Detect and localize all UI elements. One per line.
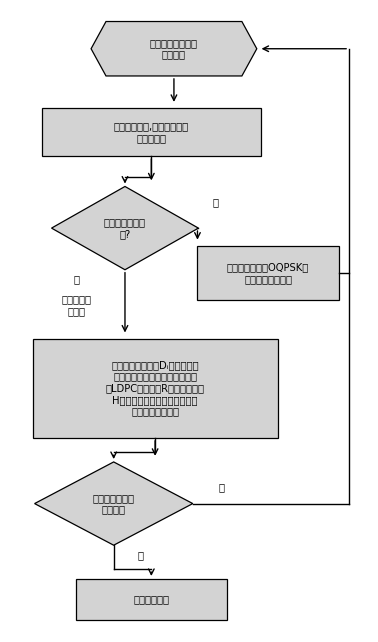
FancyBboxPatch shape <box>42 108 260 156</box>
Polygon shape <box>35 462 193 545</box>
Text: 接收完所有的遥
测数据？: 接收完所有的遥 测数据？ <box>93 493 135 514</box>
Polygon shape <box>91 22 257 76</box>
Text: 结束本次通信: 结束本次通信 <box>133 594 169 605</box>
FancyBboxPatch shape <box>76 579 227 620</box>
Text: 否: 否 <box>218 483 224 492</box>
Text: 初始化解调状态和
校验结果: 初始化解调状态和 校验结果 <box>150 38 198 60</box>
Text: 接收无线信号,根据信号的长
度进行判断: 接收无线信号,根据信号的长 度进行判断 <box>114 121 189 143</box>
Text: 对接收信号进行OQPSK解
调，得到调制方案: 对接收信号进行OQPSK解 调，得到调制方案 <box>227 262 309 284</box>
Text: 对应遥测数
据信号: 对应遥测数 据信号 <box>61 294 91 316</box>
Text: 地面站收发器根据Dᵢ对应的解调
方案对无线信号进行解调，并根
据LDPC编码码率R生成校验矩阵
H，对调制结果进行译码，得到
遥测数据估计值。: 地面站收发器根据Dᵢ对应的解调 方案对无线信号进行解调，并根 据LDPC编码码率… <box>105 360 204 417</box>
Polygon shape <box>51 186 198 270</box>
FancyBboxPatch shape <box>197 246 339 300</box>
Text: 是: 是 <box>212 198 218 207</box>
Text: 是调制方案信息
吗?: 是调制方案信息 吗? <box>104 217 146 239</box>
Text: 否: 否 <box>73 274 79 284</box>
FancyBboxPatch shape <box>33 338 277 438</box>
Text: 是: 是 <box>137 550 143 560</box>
